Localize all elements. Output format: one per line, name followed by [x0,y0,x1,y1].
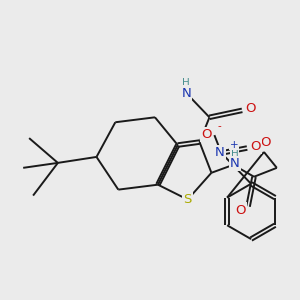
Text: N: N [215,146,225,159]
Text: O: O [236,203,246,217]
Text: N: N [230,157,240,169]
Text: O: O [245,102,256,116]
Text: S: S [184,193,192,206]
Text: O: O [201,128,211,141]
Text: -: - [218,121,222,130]
Text: N: N [181,86,191,100]
Text: +: + [230,140,238,150]
Text: O: O [250,140,261,153]
Text: H: H [182,78,190,88]
Text: O: O [260,136,271,149]
Text: H: H [231,148,239,159]
